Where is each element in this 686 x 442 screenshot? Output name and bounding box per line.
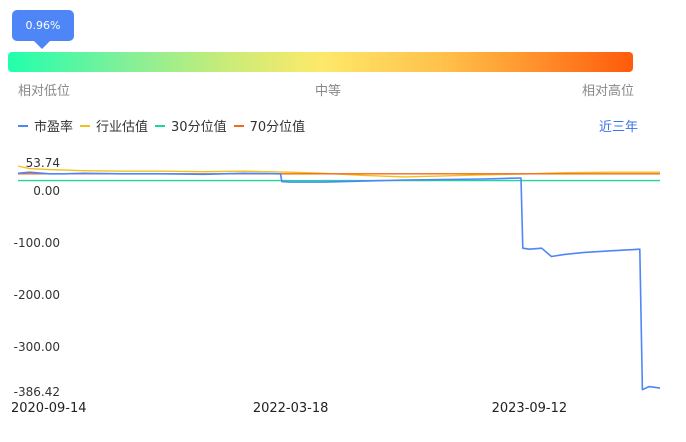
- legend-label-industry: 行业估值: [96, 120, 149, 135]
- percentile-tooltip: 0.96%: [12, 10, 74, 49]
- legend-label-pe: 市盈率: [34, 120, 74, 135]
- y-tick-label: -100.00: [14, 236, 60, 250]
- y-tick-label: 53.74: [26, 156, 60, 170]
- chart-legend: 市盈率 行业估值 30分位值 70分位值: [18, 116, 312, 135]
- legend-item-industry[interactable]: 行业估值: [80, 116, 148, 135]
- legend-item-pe[interactable]: 市盈率: [18, 116, 73, 135]
- percentile-gradient-bar: [8, 52, 633, 72]
- legend-label-p70: 70分位值: [249, 120, 306, 135]
- scale-high-label: 相对高位: [582, 84, 635, 99]
- scale-low-label: 相对低位: [18, 84, 71, 99]
- y-tick-label: -300.00: [14, 340, 60, 354]
- scale-mid-label: 中等: [315, 84, 342, 99]
- series-line-pe: [17, 171, 661, 391]
- x-tick-label: 2022-03-18: [253, 401, 329, 416]
- legend-label-p30: 30分位值: [171, 120, 227, 135]
- y-tick-label: 0.00: [33, 184, 60, 198]
- x-tick-label: 2020-09-14: [11, 401, 87, 416]
- x-tick-label: 2023-09-12: [492, 401, 568, 416]
- series-line-industry: [17, 165, 660, 178]
- legend-swatch-p30: [155, 124, 166, 127]
- range-selector-3y[interactable]: 近三年: [599, 120, 639, 135]
- legend-swatch-pe: [18, 124, 28, 127]
- y-tick-label: -200.00: [14, 288, 60, 302]
- legend-item-p30[interactable]: 30分位值: [155, 116, 227, 135]
- legend-item-p70[interactable]: 70分位值: [233, 116, 306, 135]
- legend-swatch-p70: [233, 124, 244, 127]
- legend-swatch-industry: [80, 124, 91, 127]
- y-tick-label: -386.42: [14, 385, 60, 399]
